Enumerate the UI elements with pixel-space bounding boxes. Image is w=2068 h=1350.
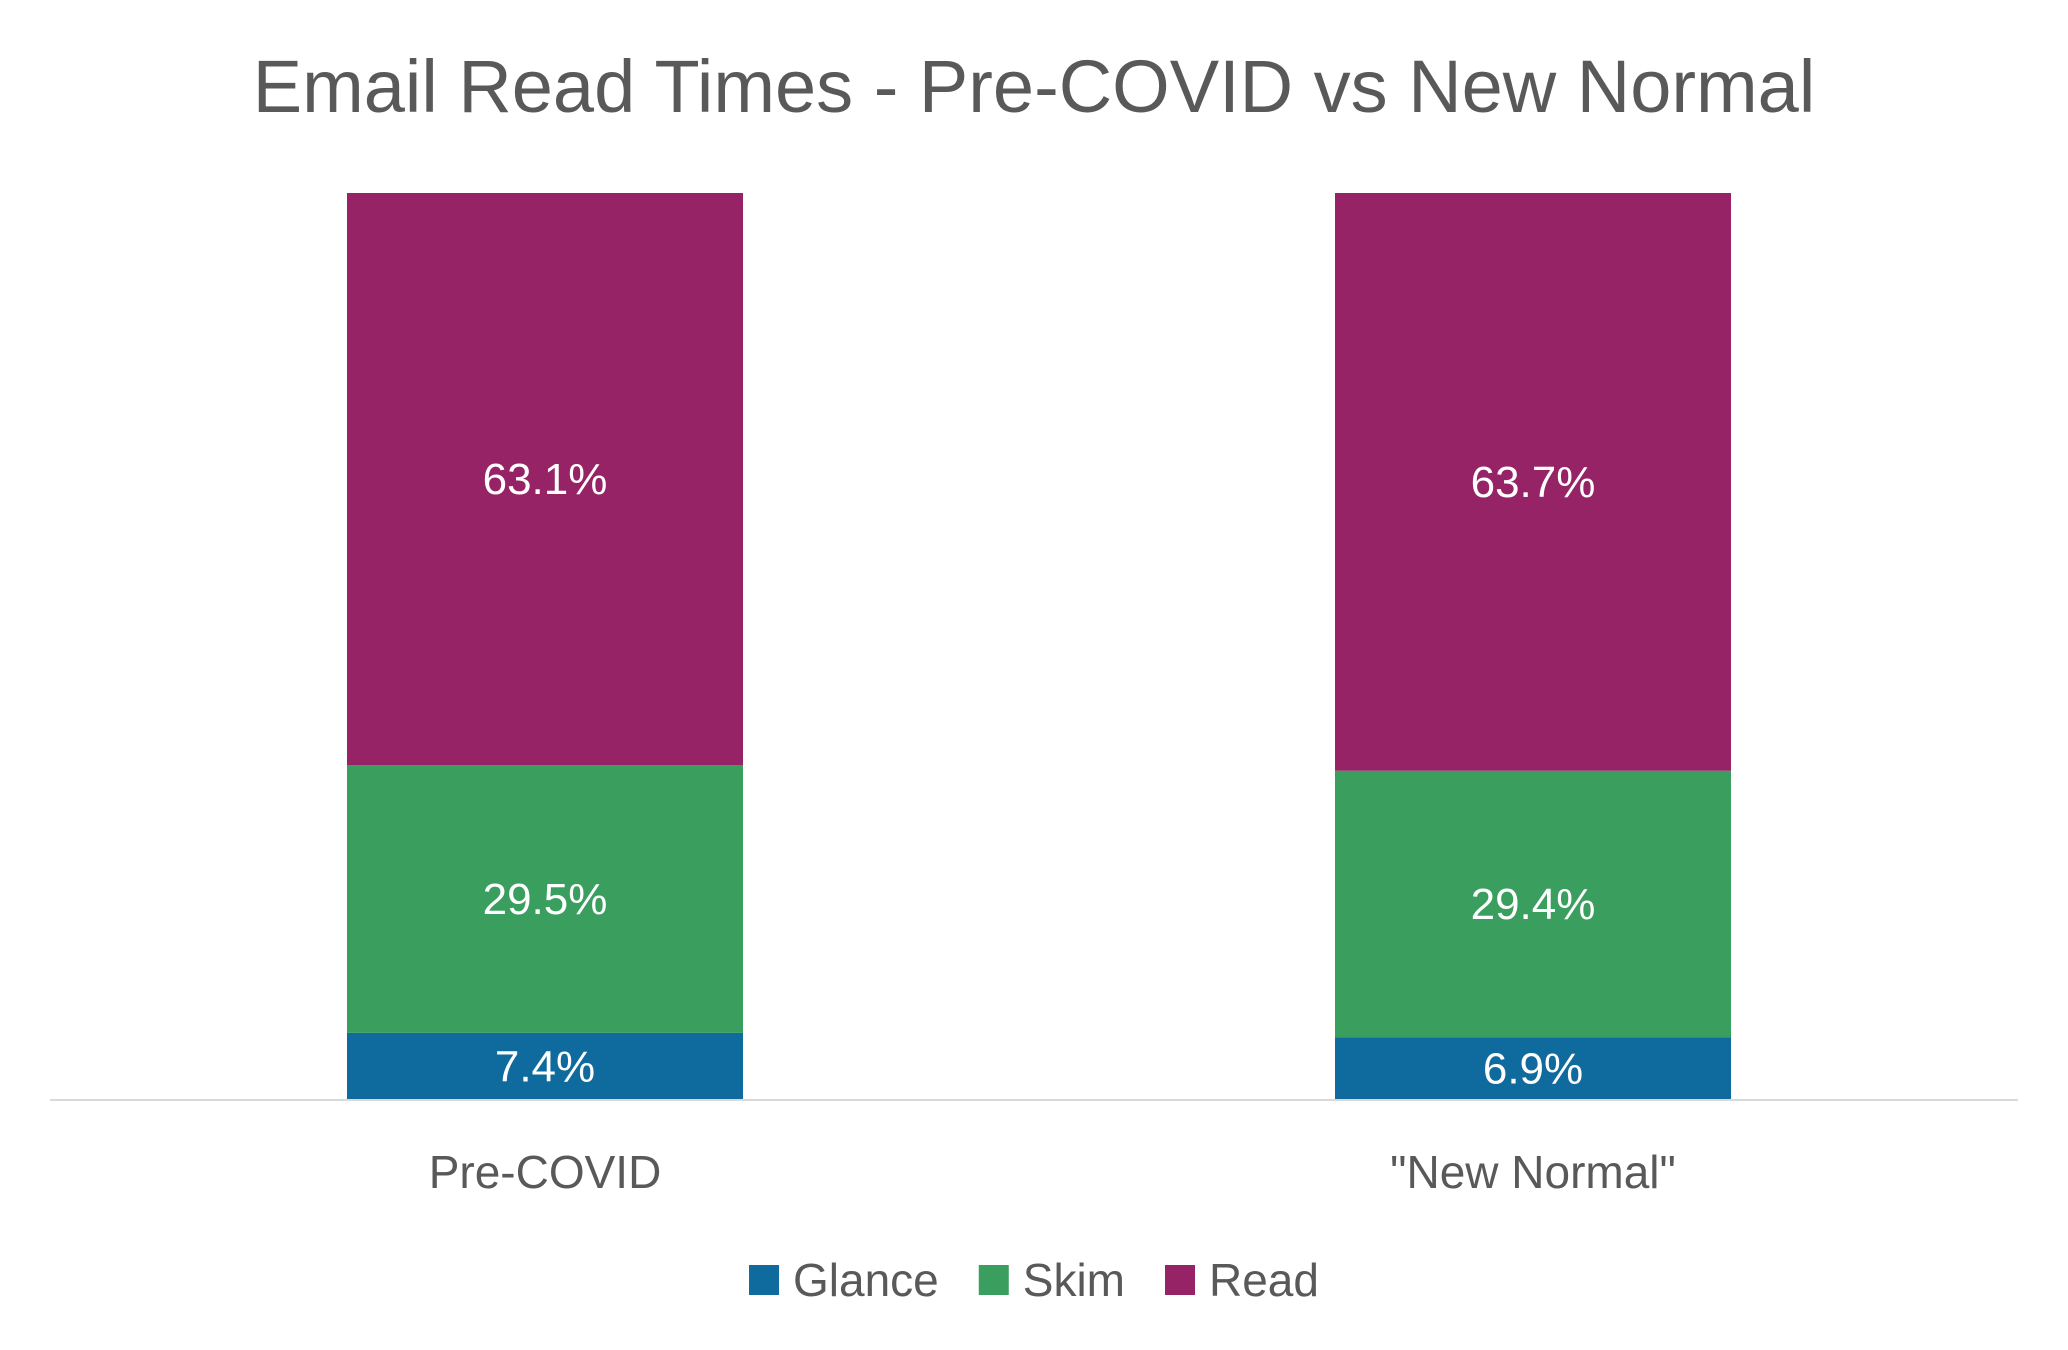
bar-segment-skim-1 xyxy=(347,765,743,1033)
legend-label-skim: Skim xyxy=(1023,1254,1125,1306)
data-label-skim-2: 29.4% xyxy=(1471,880,1596,929)
data-label-read-2: 63.7% xyxy=(1471,458,1596,507)
legend-label-glance: Glance xyxy=(793,1254,939,1306)
category-label-2: "New Normal" xyxy=(1390,1146,1676,1198)
legend-label-read: Read xyxy=(1209,1254,1319,1306)
legend-swatch-glance xyxy=(749,1265,780,1295)
bar-segment-read-2 xyxy=(1335,193,1731,771)
data-label-glance-1: 7.4% xyxy=(495,1042,595,1091)
data-label-skim-1: 29.5% xyxy=(483,875,608,924)
data-label-glance-2: 6.9% xyxy=(1483,1045,1583,1094)
bar-segment-glance-2 xyxy=(1335,1037,1731,1100)
chart-title: Email Read Times - Pre-COVID vs New Norm… xyxy=(253,45,1816,128)
bar-segment-read-1 xyxy=(347,193,743,766)
legend-swatch-read xyxy=(1165,1265,1196,1295)
bar-segment-glance-1 xyxy=(347,1032,743,1100)
legend-swatch-skim xyxy=(978,1265,1009,1295)
category-labels: Pre-COVID "New Normal" xyxy=(429,1146,1676,1198)
bars-layer: 7.4% 29.5% 63.1% 6.9% 29.4% 63.7% xyxy=(347,193,1731,1100)
legend: Glance Skim Read xyxy=(749,1254,1319,1306)
category-label-1: Pre-COVID xyxy=(429,1146,662,1198)
bar-segment-skim-2 xyxy=(1335,770,1731,1038)
data-label-read-1: 63.1% xyxy=(483,455,608,504)
